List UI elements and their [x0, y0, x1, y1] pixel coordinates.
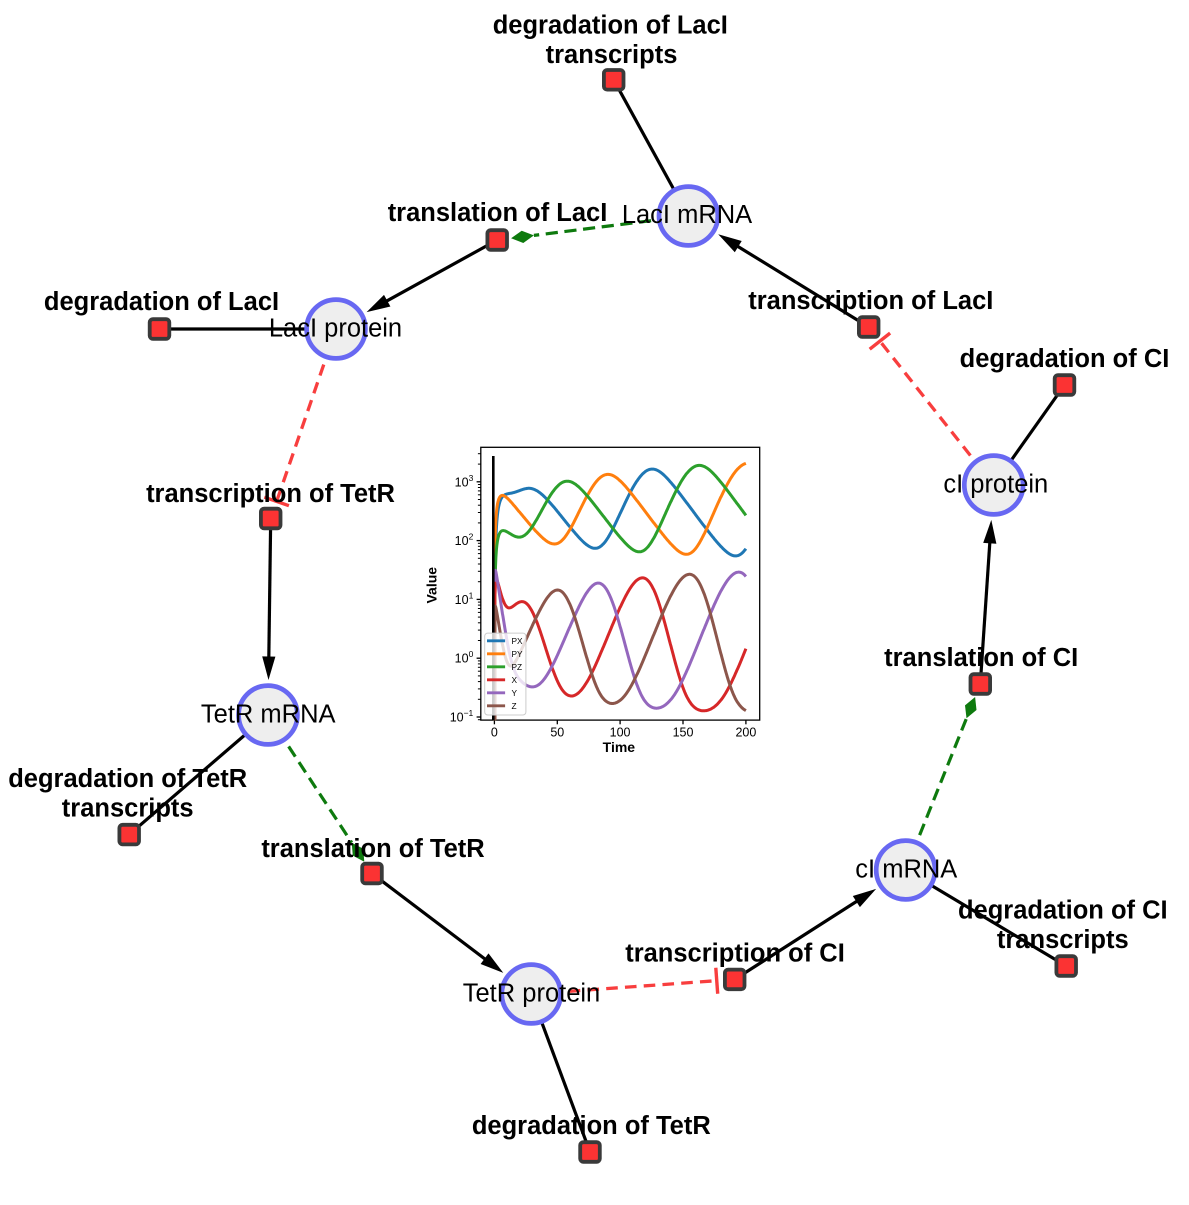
svg-text:X: X [512, 675, 518, 685]
svg-text:transcripts: transcripts [546, 41, 678, 69]
svg-text:TetR mRNA: TetR mRNA [201, 700, 336, 728]
svg-text:Z: Z [512, 701, 517, 711]
svg-text:degradation of TetR: degradation of TetR [8, 765, 247, 793]
svg-text:transcription of LacI: transcription of LacI [748, 287, 993, 315]
svg-text:translation of TetR: translation of TetR [261, 835, 484, 863]
svg-text:cI protein: cI protein [943, 470, 1048, 498]
svg-text:Value: Value [424, 567, 440, 604]
svg-text:translation of CI: translation of CI [884, 644, 1078, 672]
svg-text:50: 50 [550, 726, 564, 740]
svg-text:degradation of CI: degradation of CI [960, 345, 1170, 373]
svg-text:transcription of CI: transcription of CI [625, 939, 845, 967]
svg-text:Y: Y [512, 688, 518, 698]
svg-text:PZ: PZ [512, 662, 523, 672]
svg-text:cI mRNA: cI mRNA [855, 855, 957, 883]
svg-text:degradation of TetR: degradation of TetR [472, 1112, 711, 1140]
svg-text:LacI protein: LacI protein [269, 314, 402, 342]
svg-text:transcripts: transcripts [997, 926, 1129, 954]
svg-text:200: 200 [735, 726, 756, 740]
svg-text:PX: PX [512, 636, 524, 646]
svg-text:LacI mRNA: LacI mRNA [622, 201, 752, 229]
svg-text:transcription of TetR: transcription of TetR [146, 480, 395, 508]
svg-text:degradation of LacI: degradation of LacI [493, 11, 728, 39]
svg-text:degradation of LacI: degradation of LacI [44, 288, 279, 316]
svg-text:100: 100 [610, 726, 631, 740]
svg-text:Time: Time [603, 739, 636, 755]
svg-text:translation of LacI: translation of LacI [388, 199, 608, 227]
svg-text:transcripts: transcripts [62, 795, 194, 823]
svg-text:PY: PY [512, 649, 524, 659]
svg-text:150: 150 [673, 726, 694, 740]
svg-text:degradation of CI: degradation of CI [958, 897, 1168, 925]
svg-text:0: 0 [491, 726, 498, 740]
svg-text:TetR protein: TetR protein [463, 979, 601, 1007]
